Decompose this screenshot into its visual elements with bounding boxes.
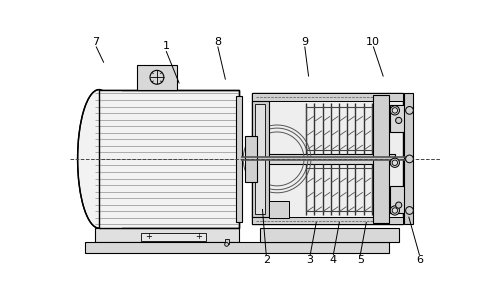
- Text: 10: 10: [366, 37, 380, 47]
- Ellipse shape: [406, 207, 413, 214]
- Text: 4: 4: [330, 255, 337, 265]
- Ellipse shape: [390, 206, 400, 215]
- Bar: [306, 168, 372, 211]
- Bar: [252, 217, 402, 224]
- Bar: [99, 90, 122, 228]
- Ellipse shape: [390, 106, 400, 115]
- Bar: [390, 186, 407, 213]
- Text: +: +: [195, 232, 202, 241]
- Text: 1: 1: [162, 41, 170, 51]
- Bar: [270, 201, 288, 218]
- Bar: [252, 93, 402, 224]
- Bar: [241, 157, 406, 161]
- Bar: [404, 93, 413, 224]
- Text: 6: 6: [416, 255, 423, 265]
- Text: 9: 9: [301, 37, 308, 47]
- Bar: [99, 90, 240, 228]
- Ellipse shape: [406, 106, 413, 114]
- Bar: [252, 101, 270, 217]
- Text: 3: 3: [306, 255, 314, 265]
- Bar: [141, 233, 206, 240]
- Bar: [236, 96, 242, 222]
- Bar: [306, 106, 372, 150]
- Bar: [99, 90, 240, 228]
- Ellipse shape: [78, 90, 120, 228]
- Ellipse shape: [396, 117, 402, 123]
- Text: +: +: [145, 232, 152, 241]
- Text: 2: 2: [262, 255, 270, 265]
- Bar: [260, 228, 398, 242]
- Text: 7: 7: [92, 37, 100, 47]
- Bar: [244, 136, 257, 182]
- Bar: [86, 242, 390, 253]
- Text: 8: 8: [214, 37, 222, 47]
- Bar: [252, 93, 402, 101]
- Text: 5: 5: [356, 255, 364, 265]
- Bar: [94, 228, 240, 242]
- Bar: [137, 65, 177, 90]
- Ellipse shape: [392, 108, 398, 113]
- Ellipse shape: [396, 202, 402, 208]
- Bar: [390, 105, 407, 132]
- Bar: [252, 154, 395, 164]
- Ellipse shape: [224, 243, 228, 246]
- Ellipse shape: [406, 155, 413, 163]
- Ellipse shape: [392, 160, 398, 165]
- Bar: [224, 239, 228, 244]
- Ellipse shape: [390, 158, 400, 168]
- Ellipse shape: [392, 208, 398, 213]
- Bar: [374, 95, 388, 223]
- Bar: [254, 104, 266, 214]
